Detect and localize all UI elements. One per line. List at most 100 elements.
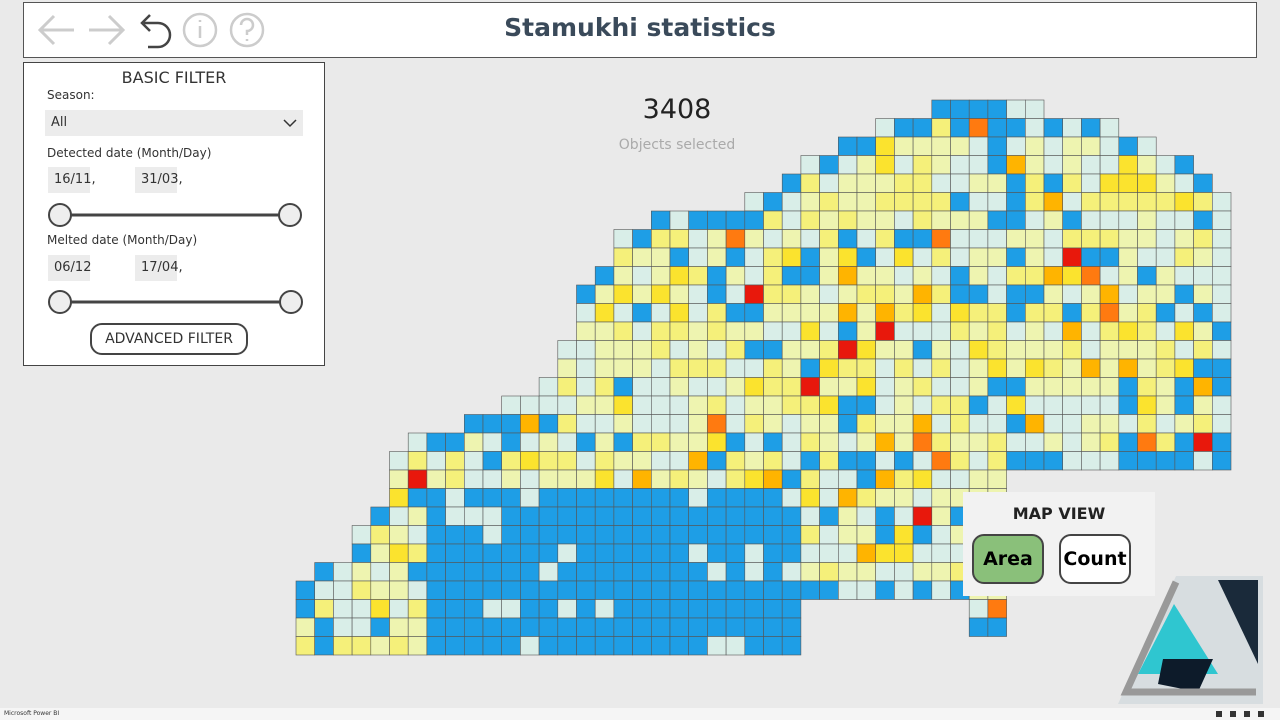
grid-cell xyxy=(725,340,746,360)
grid-cell xyxy=(482,562,503,582)
grid-cell xyxy=(632,488,652,508)
melted-to[interactable]: 17/04, xyxy=(135,255,183,281)
grid-cell xyxy=(1118,432,1138,452)
grid-cell xyxy=(987,395,1007,415)
grid-cell xyxy=(445,469,465,489)
grid-cell xyxy=(987,414,1007,434)
grid-cell xyxy=(856,580,877,600)
advanced-filter-button[interactable]: ADVANCED FILTER xyxy=(90,323,248,355)
grid-cell xyxy=(763,192,783,212)
grid-cell xyxy=(538,543,559,563)
grid-cell xyxy=(463,636,484,656)
detected-from[interactable]: 16/11, xyxy=(48,167,96,193)
grid-cell xyxy=(613,636,633,656)
grid-cell xyxy=(650,506,671,526)
count-button[interactable]: Count xyxy=(1059,534,1131,584)
grid-cell xyxy=(968,229,989,249)
grid-cell xyxy=(987,192,1007,212)
grid-cell xyxy=(557,617,577,637)
grid-cell xyxy=(781,469,802,489)
grid-cell xyxy=(1006,358,1026,378)
grid-cell xyxy=(370,636,390,656)
grid-cell xyxy=(1137,321,1157,341)
grid-cell xyxy=(1025,192,1045,212)
grid-cell xyxy=(819,525,839,545)
grid-cell xyxy=(856,247,877,267)
grid-cell xyxy=(1099,395,1120,415)
footer-icons[interactable] xyxy=(1214,709,1274,719)
grid-cell xyxy=(1006,451,1026,471)
grid-cell xyxy=(576,543,596,563)
grid-cell xyxy=(968,451,989,471)
grid-cell xyxy=(781,506,802,526)
forward-icon[interactable] xyxy=(89,14,126,46)
grid-cell xyxy=(520,488,540,508)
grid-cell xyxy=(576,506,596,526)
grid-cell xyxy=(931,451,951,471)
grid-cell xyxy=(1137,414,1157,434)
melted-from[interactable]: 06/12 xyxy=(48,255,91,281)
grid-cell xyxy=(968,321,989,341)
grid-cell xyxy=(819,562,839,582)
grid-cell xyxy=(576,599,596,619)
grid-cell xyxy=(1155,192,1176,212)
grid-cell xyxy=(445,580,465,600)
grid-cell xyxy=(1212,303,1232,323)
grid-cell xyxy=(407,506,428,526)
grid-cell xyxy=(894,284,914,304)
season-dropdown[interactable]: All xyxy=(45,110,303,136)
grid-cell xyxy=(1212,414,1232,434)
grid-cell xyxy=(931,136,951,156)
grid-cell xyxy=(501,617,521,637)
melted-slider[interactable] xyxy=(44,288,306,316)
grid-cell xyxy=(1062,340,1082,360)
grid-cell xyxy=(744,580,764,600)
grid-cell xyxy=(426,543,446,563)
grid-cell xyxy=(931,340,951,360)
grid-cell xyxy=(333,617,353,637)
area-button[interactable]: Area xyxy=(972,534,1044,584)
grid-cell xyxy=(538,377,559,397)
grid-cell xyxy=(650,284,671,304)
grid-cell xyxy=(1212,432,1232,452)
grid-cell xyxy=(1212,395,1232,415)
grid-cell xyxy=(894,266,914,286)
grid-cell xyxy=(557,432,577,452)
grid-cell xyxy=(594,562,615,582)
grid-cell xyxy=(407,617,428,637)
grid-cell xyxy=(1006,284,1026,304)
grid-cell xyxy=(800,543,820,563)
grid-cell xyxy=(594,358,615,378)
grid-cell xyxy=(931,580,951,600)
grid-cell xyxy=(819,284,839,304)
help-icon[interactable] xyxy=(229,12,265,48)
grid-cell xyxy=(856,303,877,323)
grid-cell xyxy=(800,284,820,304)
grid-cell xyxy=(1137,451,1157,471)
grid-cell xyxy=(632,358,652,378)
grid-cell xyxy=(912,192,933,212)
grid-cell xyxy=(894,321,914,341)
grid-cell xyxy=(426,488,446,508)
grid-cell xyxy=(1099,451,1120,471)
grid-cell xyxy=(707,247,727,267)
grid-cell xyxy=(613,247,633,267)
grid-cell xyxy=(875,192,895,212)
back-icon[interactable] xyxy=(37,14,74,46)
grid-cell xyxy=(501,414,521,434)
grid-cell xyxy=(725,469,746,489)
grid-cell xyxy=(650,543,671,563)
grid-cell xyxy=(763,377,783,397)
grid-cell xyxy=(669,284,690,304)
grid-cell xyxy=(707,562,727,582)
grid-cell xyxy=(1081,321,1101,341)
grid-cell xyxy=(781,229,802,249)
detected-to[interactable]: 31/03, xyxy=(135,167,183,193)
grid-cell xyxy=(632,543,652,563)
info-icon[interactable] xyxy=(182,12,218,48)
detected-slider[interactable] xyxy=(44,201,306,229)
grid-cell xyxy=(520,432,540,452)
grid-cell xyxy=(800,506,820,526)
grid-cell xyxy=(781,414,802,434)
undo-icon[interactable] xyxy=(140,14,172,49)
